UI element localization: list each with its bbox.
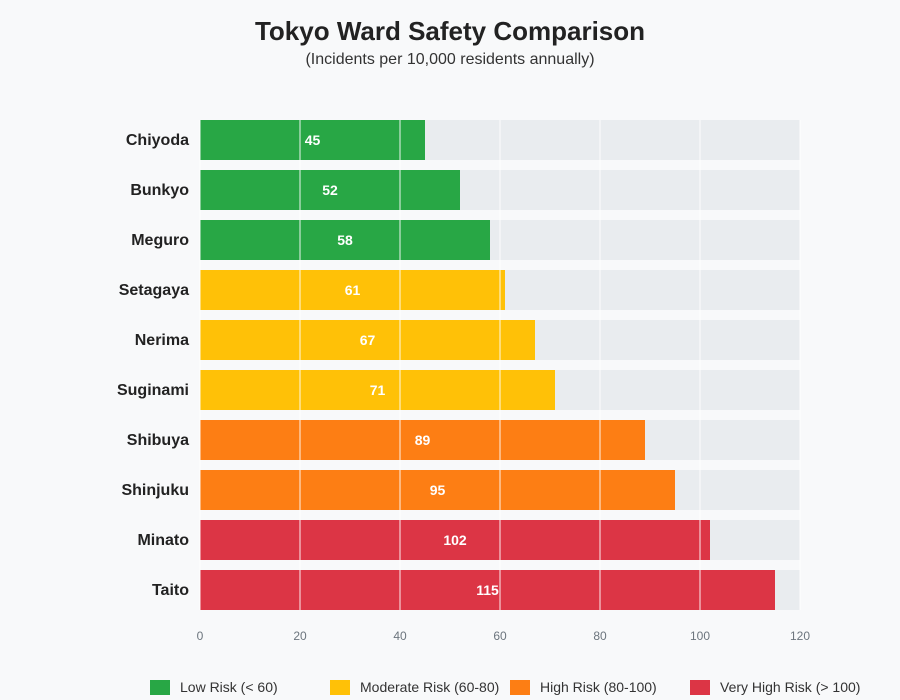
legend-item: Moderate Risk (60-80) (330, 679, 499, 695)
bar-minato (200, 520, 710, 560)
data-label: 115 (476, 582, 499, 598)
bar-shibuya (200, 420, 645, 460)
category-label: Shibuya (127, 432, 189, 449)
category-label: Suginami (117, 382, 189, 399)
data-label: 45 (305, 132, 321, 148)
bar-bunkyo (200, 170, 460, 210)
bar-nerima (200, 320, 535, 360)
x-tick-label: 120 (790, 629, 810, 643)
bar-taito (200, 570, 775, 610)
legend-label: Low Risk (< 60) (180, 679, 278, 695)
legend-item: Very High Risk (> 100) (690, 679, 860, 695)
category-label: Meguro (131, 232, 189, 249)
data-label: 102 (443, 532, 467, 548)
data-label: 89 (415, 432, 431, 448)
x-tick-label: 80 (593, 629, 607, 643)
data-label: 61 (345, 282, 361, 298)
legend-item: High Risk (80-100) (510, 679, 657, 695)
x-tick-label: 60 (493, 629, 507, 643)
legend-label: High Risk (80-100) (540, 679, 657, 695)
chart-title: Tokyo Ward Safety Comparison (254, 16, 646, 46)
bar-meguro (200, 220, 490, 260)
category-label: Chiyoda (126, 132, 189, 149)
category-label: Nerima (135, 332, 189, 349)
category-label: Minato (137, 532, 189, 549)
data-label: 67 (360, 332, 376, 348)
category-label: Bunkyo (130, 182, 189, 199)
data-label: 52 (322, 182, 338, 198)
x-tick-label: 100 (690, 629, 710, 643)
x-tick-label: 40 (393, 629, 407, 643)
data-label: 58 (337, 232, 353, 248)
category-label: Taito (152, 582, 189, 599)
bar-suginami (200, 370, 555, 410)
data-label: 71 (370, 382, 386, 398)
category-label: Setagaya (119, 282, 189, 299)
data-label: 95 (430, 482, 446, 498)
legend-label: Moderate Risk (60-80) (360, 679, 500, 695)
legend-swatch (150, 679, 170, 695)
bar-setagaya (200, 270, 505, 310)
legend-item: Low Risk (< 60) (150, 679, 278, 695)
legend-label: Very High Risk (> 100) (720, 679, 861, 695)
x-tick-label: 0 (197, 629, 204, 643)
bar-shinjuku (200, 470, 675, 510)
legend-swatch (510, 679, 530, 695)
chart-subtitle: (Incidents per 10,000 residents annually… (305, 51, 595, 68)
legend-swatch (330, 679, 350, 695)
x-tick-label: 20 (293, 629, 307, 643)
category-label: Shinjuku (121, 482, 189, 499)
bar-chiyoda (200, 120, 425, 160)
legend-swatch (690, 679, 710, 695)
